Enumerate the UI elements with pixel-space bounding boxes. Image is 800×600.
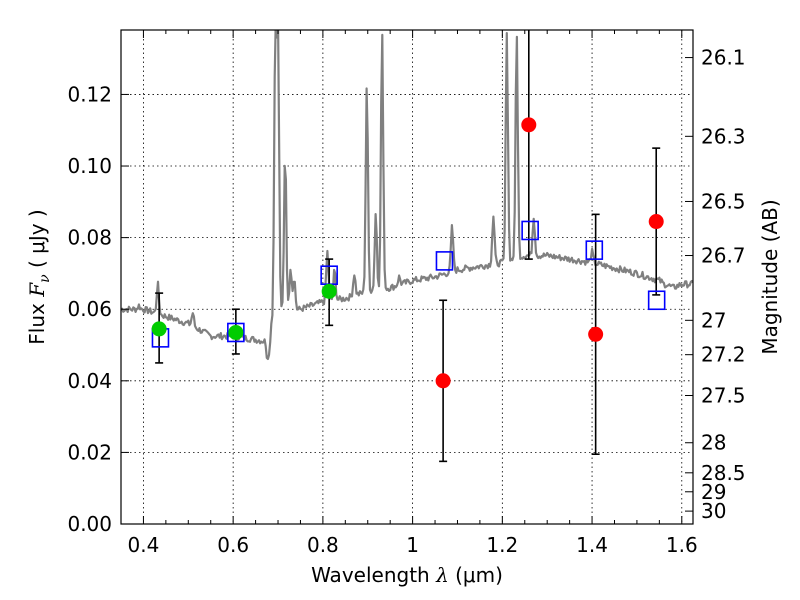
model-spectrum-layer — [121, 30, 693, 361]
y-tick-label: 0.04 — [67, 369, 112, 393]
detections-point — [321, 283, 337, 299]
right-tick-label: 27.2 — [701, 343, 746, 367]
low-significance-point — [521, 117, 537, 133]
x-tick-label: 0.4 — [128, 533, 160, 557]
detections-point — [228, 324, 244, 340]
right-tick-label: 28.5 — [701, 461, 746, 485]
measured-photometry-layer — [151, 117, 664, 389]
model-photometry-square — [647, 290, 666, 311]
y-axis-label: Flux Fν ( μJy ) — [25, 209, 53, 344]
model-photometry-square — [585, 240, 604, 260]
x-tick-label: 0.6 — [217, 533, 249, 557]
right-tick-label: 27.5 — [701, 383, 746, 407]
right-tick-label: 26.1 — [701, 46, 746, 70]
right-tick-label: 27 — [701, 308, 726, 332]
right-tick-label: 26.3 — [701, 124, 746, 148]
x-axis-label: Wavelength λ (μm) — [311, 563, 503, 587]
low-significance-point — [435, 373, 451, 389]
y-tick-label: 0.10 — [67, 154, 112, 178]
right-tick-label: 28 — [701, 431, 726, 455]
axis-ticks: 0.4 0.6 0.8 1 1.2 1.4 1.6 0.00 0.02 0.04 0.06 0.08 0… — [67, 30, 746, 557]
y-tick-label: 0.00 — [67, 512, 112, 536]
x-tick-label: 1.2 — [486, 533, 518, 557]
model-photometry-square — [227, 322, 245, 343]
y-tick-label: 0.02 — [67, 440, 112, 464]
right-tick-label: 26.5 — [701, 189, 746, 213]
y-tick-label: 0.06 — [67, 297, 112, 321]
x-tick-label: 1.6 — [666, 533, 698, 557]
plot-frame — [120, 29, 694, 525]
x-tick-label: 1.4 — [576, 533, 608, 557]
low-significance-point — [648, 214, 664, 230]
right-tick-label: 26.7 — [701, 244, 746, 268]
model-spectrum-line — [121, 30, 693, 361]
right-axis-label: Magnitude (AB) — [758, 199, 782, 354]
right-tick-label: 29 — [701, 480, 726, 504]
low-significance-point — [588, 326, 604, 342]
x-tick-label: 1 — [406, 533, 419, 557]
y-tick-label: 0.08 — [67, 226, 112, 250]
x-tick-label: 0.8 — [307, 533, 339, 557]
y-tick-label: 0.12 — [67, 82, 112, 106]
model-photometry-square — [435, 251, 454, 271]
model-photometry-square — [521, 220, 539, 241]
right-tick-label: 30 — [701, 499, 726, 523]
detections-point — [151, 321, 167, 337]
